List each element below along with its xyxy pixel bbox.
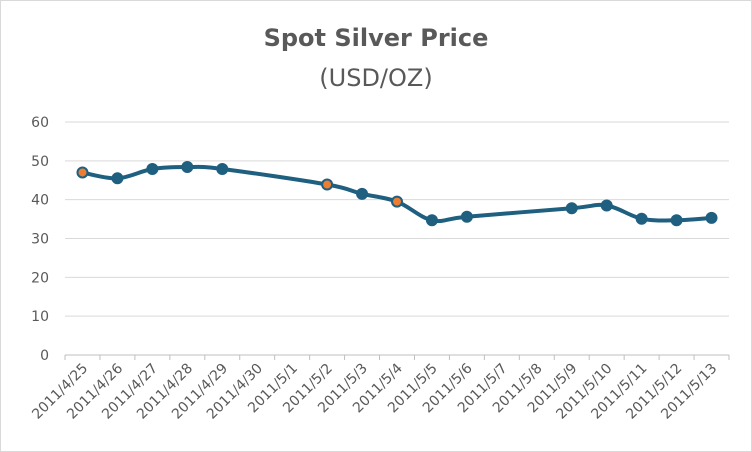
y-tick-label: 10	[31, 309, 49, 325]
data-point-2011-5-3	[356, 187, 369, 200]
y-tick-label: 30	[31, 232, 49, 248]
chart-title: Spot Silver Price	[264, 24, 489, 52]
data-point-2011-4-25	[76, 166, 89, 179]
data-point-2011-4-27	[146, 162, 159, 175]
chart-subtitle: (USD/OZ)	[319, 64, 432, 92]
data-point-2011-4-28	[181, 161, 194, 174]
gridlines	[64, 121, 730, 360]
y-axis-ticks: 0 10 20 30 40 50 60	[31, 115, 49, 364]
data-point-2011-5-6	[460, 210, 473, 223]
data-point-2011-5-11	[635, 212, 648, 225]
data-point-2011-4-29	[216, 162, 229, 175]
y-tick-label: 60	[31, 115, 49, 131]
x-axis-ticks: 2011/4/252011/4/262011/4/272011/4/282011…	[29, 360, 720, 422]
data-point-2011-5-5	[425, 214, 438, 227]
y-tick-label: 50	[31, 154, 49, 170]
data-point-2011-5-2	[321, 178, 334, 191]
data-point-2011-5-4	[391, 195, 403, 208]
series-line	[80, 164, 714, 224]
data-point-2011-5-13	[705, 211, 718, 224]
y-tick-label: 20	[31, 270, 49, 286]
y-tick-label: 40	[31, 193, 49, 209]
data-point-2011-5-9	[565, 202, 578, 215]
data-points	[76, 161, 718, 227]
data-point-2011-5-10	[600, 199, 613, 212]
data-point-2011-4-26	[111, 172, 124, 185]
data-point-2011-5-12	[670, 214, 683, 227]
y-tick-label: 0	[40, 348, 49, 364]
series-line-layer	[80, 164, 714, 224]
